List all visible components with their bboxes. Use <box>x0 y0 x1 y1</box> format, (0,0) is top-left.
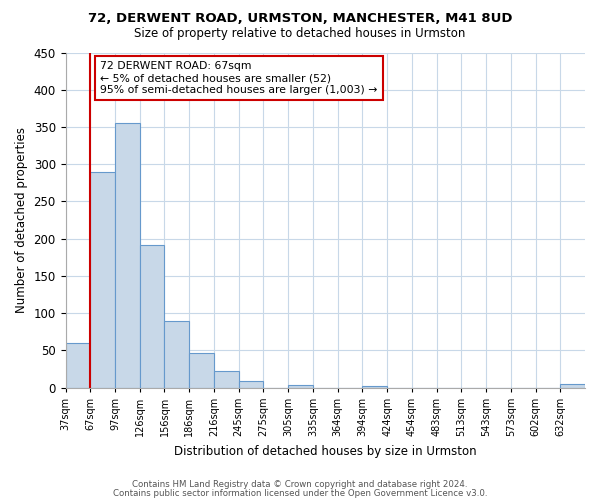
X-axis label: Distribution of detached houses by size in Urmston: Distribution of detached houses by size … <box>174 444 476 458</box>
Text: 72, DERWENT ROAD, URMSTON, MANCHESTER, M41 8UD: 72, DERWENT ROAD, URMSTON, MANCHESTER, M… <box>88 12 512 26</box>
Text: 72 DERWENT ROAD: 67sqm
← 5% of detached houses are smaller (52)
95% of semi-deta: 72 DERWENT ROAD: 67sqm ← 5% of detached … <box>100 62 377 94</box>
Text: Contains HM Land Registry data © Crown copyright and database right 2024.: Contains HM Land Registry data © Crown c… <box>132 480 468 489</box>
Bar <box>239 381 263 388</box>
Bar <box>140 244 164 388</box>
Bar <box>189 354 214 388</box>
Bar <box>65 343 90 388</box>
Y-axis label: Number of detached properties: Number of detached properties <box>15 127 28 313</box>
Bar <box>115 124 140 388</box>
Bar <box>214 372 239 388</box>
Bar <box>560 384 585 388</box>
Text: Contains public sector information licensed under the Open Government Licence v3: Contains public sector information licen… <box>113 489 487 498</box>
Bar <box>288 384 313 388</box>
Bar <box>90 172 115 388</box>
Bar <box>362 386 387 388</box>
Bar <box>164 320 189 388</box>
Text: Size of property relative to detached houses in Urmston: Size of property relative to detached ho… <box>134 28 466 40</box>
